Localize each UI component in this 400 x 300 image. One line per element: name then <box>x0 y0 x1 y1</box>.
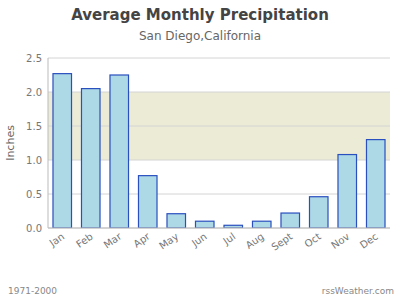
bar <box>53 74 72 228</box>
y-tick-label: 2.5 <box>26 53 42 64</box>
bar <box>110 75 129 228</box>
y-tick-label: 0.5 <box>26 189 42 200</box>
bars <box>53 74 385 228</box>
y-tick-label: 1.0 <box>26 155 42 166</box>
x-tick-label: Dec <box>358 231 380 251</box>
x-tick-label: Apr <box>131 230 152 249</box>
y-axis-label: Inches <box>4 125 17 161</box>
y-tick-label: 0.0 <box>26 223 42 234</box>
footer-right: rssWeather.com <box>322 286 394 296</box>
x-tick-label: Mar <box>102 230 124 250</box>
x-tick-label: Jun <box>189 231 209 250</box>
chart: Average Monthly Precipitation San Diego,C… <box>0 0 400 300</box>
bar <box>309 197 328 228</box>
x-tick-label: May <box>157 231 180 252</box>
subtitle: San Diego,California <box>139 29 261 43</box>
y-tick-label: 2.0 <box>26 87 42 98</box>
footer-left: 1971-2000 <box>8 286 57 296</box>
bar <box>167 214 186 228</box>
bar <box>138 176 157 228</box>
bar <box>195 221 214 228</box>
bar <box>252 221 271 228</box>
x-tick-label: Sept <box>269 231 294 253</box>
title: Average Monthly Precipitation <box>71 6 329 24</box>
y-axis-line <box>48 58 49 228</box>
bar <box>366 140 385 228</box>
bar <box>338 155 357 228</box>
grid-line <box>48 228 390 229</box>
x-axis-line <box>48 228 390 229</box>
y-tick-label: 1.5 <box>26 121 42 132</box>
x-tick-label: Oct <box>302 231 323 250</box>
x-tick-label: Jan <box>47 231 67 249</box>
bar <box>281 213 300 228</box>
x-tick-label: Nov <box>329 231 351 251</box>
x-tick-label: Aug <box>244 231 266 251</box>
bar <box>81 89 100 228</box>
x-tick-label: Jul <box>220 231 237 248</box>
x-tick-label: Feb <box>74 231 95 250</box>
grid-line <box>48 58 390 59</box>
